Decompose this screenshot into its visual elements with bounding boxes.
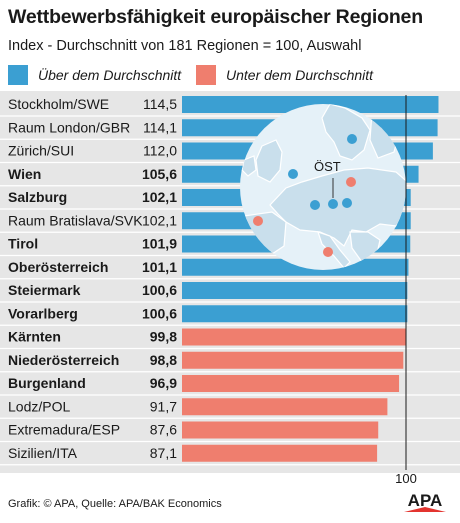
apa-logo: APA xyxy=(404,491,446,512)
bar-10 xyxy=(182,328,406,346)
bar-13 xyxy=(182,398,388,416)
bar-15 xyxy=(182,444,378,462)
value-label-15: 87,1 xyxy=(150,445,177,461)
value-label-4: 102,1 xyxy=(142,189,177,205)
legend-below-label: Unter dem Durchschnitt xyxy=(226,67,374,83)
category-label-0: Stockholm/SWE xyxy=(8,96,109,112)
footer-source: Grafik: © APA, Quelle: APA/BAK Economics xyxy=(8,498,222,510)
category-label-12: Burgenland xyxy=(8,375,86,391)
category-label-2: Zürich/SUI xyxy=(8,143,74,159)
map-dot-stockholm xyxy=(347,134,357,144)
bar-12 xyxy=(182,375,400,392)
bar-0 xyxy=(182,96,439,113)
legend-above: Über dem Durchschnitt xyxy=(8,63,181,87)
value-label-9: 100,6 xyxy=(142,305,177,321)
category-label-15: Sizilien/ITA xyxy=(8,445,78,461)
map-dot-zurich xyxy=(310,200,320,210)
value-label-5: 102,1 xyxy=(142,212,177,228)
category-label-6: Tirol xyxy=(8,236,38,252)
category-label-3: Wien xyxy=(8,166,41,182)
map-dot-lodz xyxy=(346,177,356,187)
value-label-0: 114,5 xyxy=(143,96,177,112)
value-label-7: 101,1 xyxy=(142,259,177,275)
category-label-1: Raum London/GBR xyxy=(8,119,130,135)
category-label-4: Salzburg xyxy=(8,189,67,205)
category-label-7: Oberösterreich xyxy=(8,259,108,275)
value-label-1: 114,1 xyxy=(143,119,177,135)
legend-below: Unter dem Durchschnitt xyxy=(196,63,373,87)
legend-below-swatch xyxy=(196,65,216,85)
value-label-3: 105,6 xyxy=(142,166,177,182)
reference-label: 100 xyxy=(395,471,417,486)
bar-11 xyxy=(182,351,404,369)
chart-title: Wettbewerbsfähigkeit europäischer Region… xyxy=(8,6,423,28)
bar-chart: Stockholm/SWE 114,5 Raum London/GBR 114,1 Zü… xyxy=(0,95,460,486)
value-label-11: 98,8 xyxy=(150,352,177,368)
bar-14 xyxy=(182,421,379,439)
category-label-9: Vorarlberg xyxy=(8,305,78,321)
svg-text:APA: APA xyxy=(408,491,443,510)
value-label-6: 101,9 xyxy=(142,236,177,252)
value-label-8: 100,6 xyxy=(142,282,177,298)
value-label-2: 112,0 xyxy=(143,143,177,159)
value-label-10: 99,8 xyxy=(150,329,177,345)
category-label-11: Niederösterreich xyxy=(8,352,119,368)
category-label-8: Steiermark xyxy=(8,282,81,298)
map-dot-extremadura xyxy=(253,216,263,226)
category-label-10: Kärnten xyxy=(8,329,61,345)
category-label-14: Extremadura/ESP xyxy=(8,422,120,438)
map-dot-london xyxy=(288,169,298,179)
legend-above-swatch xyxy=(8,65,28,85)
category-label-13: Lodz/POL xyxy=(8,398,70,414)
map-label-oest: ÖST xyxy=(314,159,341,174)
category-label-5: Raum Bratislava/SVK xyxy=(8,212,143,228)
value-label-12: 96,9 xyxy=(150,375,177,391)
value-label-13: 91,7 xyxy=(150,398,177,414)
bar-9 xyxy=(182,305,408,323)
map-dot-austria xyxy=(328,199,338,209)
value-label-14: 87,6 xyxy=(150,422,177,438)
map-dot-bratislava xyxy=(342,198,352,208)
chart-subtitle: Index - Durchschnitt von 181 Regionen = … xyxy=(8,38,362,54)
map-dot-sicily xyxy=(323,247,333,257)
bar-8 xyxy=(182,282,408,299)
legend-above-label: Über dem Durchschnitt xyxy=(38,67,182,83)
europe-map: ÖST xyxy=(240,104,406,270)
